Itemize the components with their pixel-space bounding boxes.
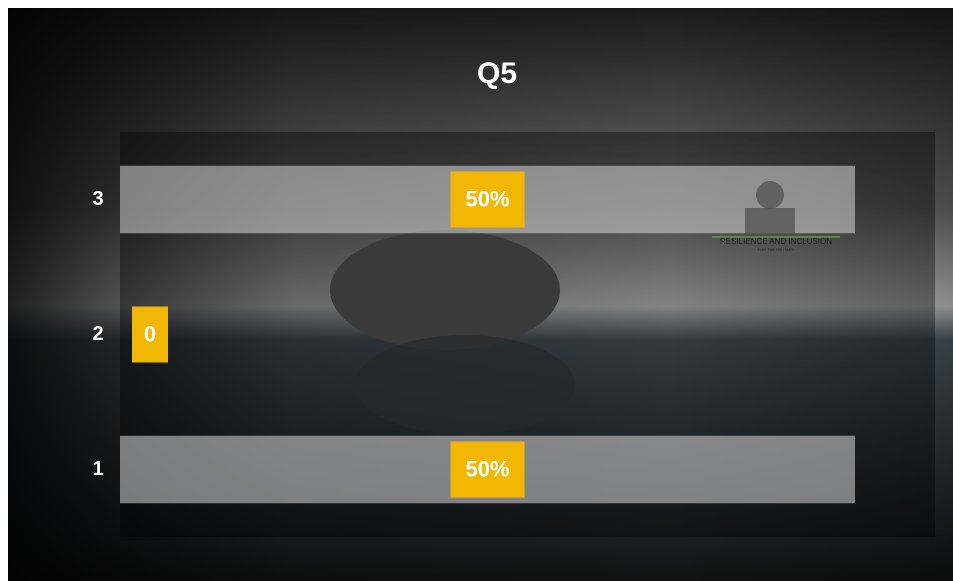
logo-title: RESILIENCE AND INCLUSION — [720, 237, 832, 246]
y-tick-label: 2 — [92, 323, 103, 345]
value-label: 50% — [465, 456, 509, 481]
logo-figure — [745, 208, 795, 234]
y-tick-label: 3 — [92, 188, 103, 210]
value-label: 0 — [144, 321, 156, 346]
page: Q5 3 50% 2 0 1 50% RESILIENCE AND INCLUSION F… — [0, 0, 953, 581]
value-label: 50% — [465, 186, 509, 211]
logo-subtitle: FOR THE MILITARY — [758, 247, 795, 252]
slide: Q5 3 50% 2 0 1 50% RESILIENCE AND INCLUSION F… — [0, 0, 953, 581]
logo-figure — [756, 181, 784, 209]
y-tick-label: 1 — [92, 458, 103, 480]
chart-title: Q5 — [477, 57, 517, 90]
